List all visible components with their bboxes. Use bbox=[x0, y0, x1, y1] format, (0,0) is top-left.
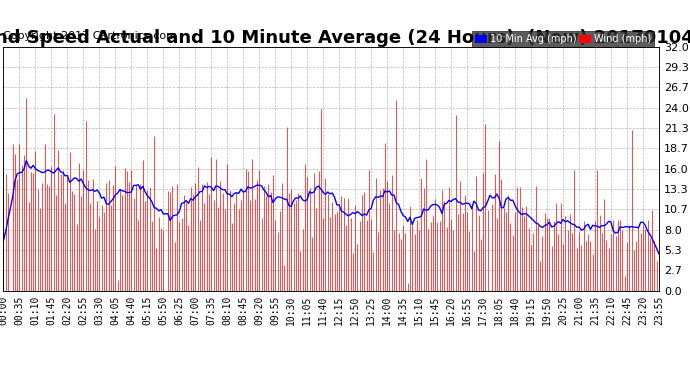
Text: Copyright 2017 Cartronics.com: Copyright 2017 Cartronics.com bbox=[3, 31, 177, 41]
Legend: 10 Min Avg (mph), Wind (mph): 10 Min Avg (mph), Wind (mph) bbox=[472, 31, 654, 47]
Title: Wind Speed Actual and 10 Minute Average (24 Hours)  (New) 20170104: Wind Speed Actual and 10 Minute Average … bbox=[0, 29, 690, 47]
